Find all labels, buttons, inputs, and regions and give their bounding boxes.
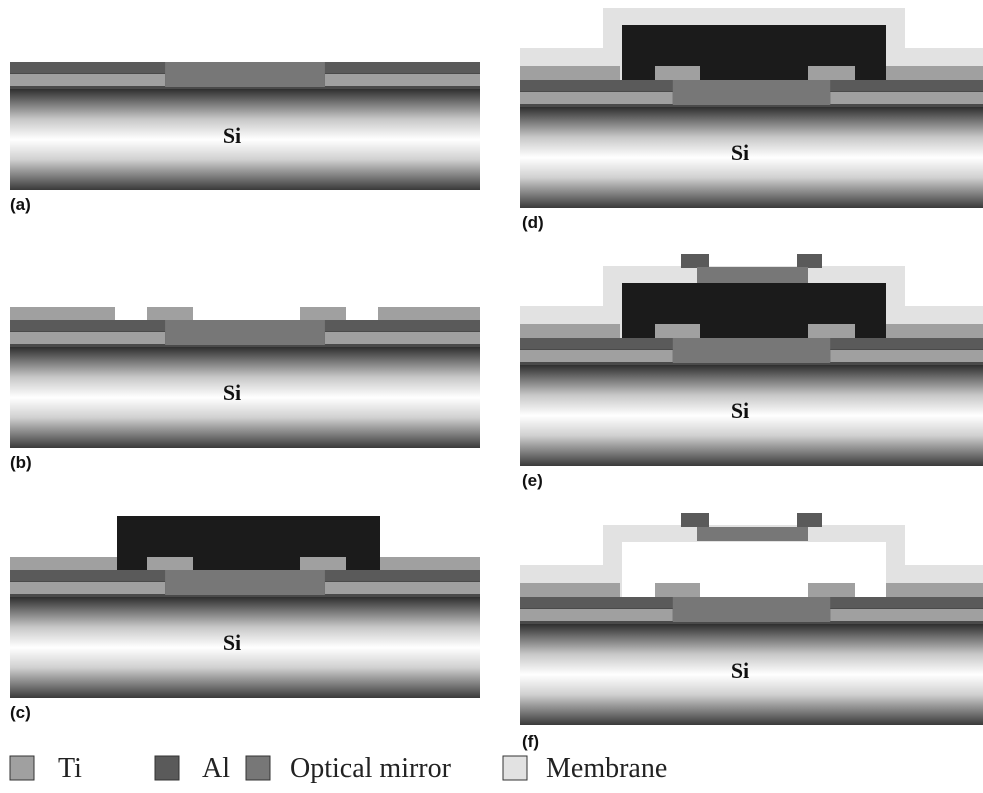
- legend-label: Al: [202, 753, 230, 784]
- panel-label: (d): [522, 213, 544, 232]
- ti-layer: [830, 92, 983, 104]
- ti-pad: [378, 307, 480, 320]
- panel-label: (f): [522, 732, 539, 751]
- panel-label: (c): [10, 703, 31, 722]
- ti-pad: [886, 583, 983, 597]
- ti-layer: [520, 609, 673, 621]
- top-mirror: [697, 527, 808, 541]
- mirror-layer: [673, 338, 830, 363]
- legend-swatch: [155, 756, 179, 780]
- ti-layer: [10, 74, 165, 86]
- ti-pad: [886, 66, 983, 80]
- ti-pad: [147, 307, 193, 320]
- mirror-layer: [673, 597, 830, 622]
- al-pad: [797, 513, 822, 527]
- mirror-layer: [673, 80, 830, 105]
- ti-pad: [300, 557, 346, 570]
- ti-pad: [655, 583, 700, 597]
- substrate: [520, 365, 983, 466]
- ti-pad: [380, 557, 480, 570]
- al-pad: [681, 513, 709, 527]
- ti-pad: [520, 66, 620, 80]
- substrate-label: Si: [731, 658, 749, 683]
- ti-layer: [325, 582, 480, 594]
- ti-layer: [325, 74, 480, 86]
- ti-pad: [655, 66, 700, 80]
- ti-pad: [10, 557, 117, 570]
- ti-pad: [10, 307, 115, 320]
- legend-label: Ti: [58, 753, 82, 784]
- legend-swatch: [246, 756, 270, 780]
- substrate-label: Si: [731, 398, 749, 423]
- legend-swatch: [10, 756, 34, 780]
- legend-label: Optical mirror: [290, 753, 452, 784]
- substrate-label: Si: [223, 123, 241, 148]
- al-pad: [681, 254, 709, 268]
- panel-label: (a): [10, 195, 31, 214]
- mirror-layer: [165, 320, 325, 345]
- ti-pad: [886, 324, 983, 338]
- legend-label: Membrane: [546, 753, 667, 784]
- al-pad: [797, 254, 822, 268]
- ti-pad: [300, 307, 346, 320]
- ti-pad: [520, 324, 620, 338]
- substrate-label: Si: [223, 630, 241, 655]
- substrate: [10, 347, 480, 448]
- ti-pad: [147, 557, 193, 570]
- ti-layer: [830, 350, 983, 362]
- substrate-label: Si: [731, 140, 749, 165]
- substrate-label: Si: [223, 380, 241, 405]
- ti-pad: [808, 324, 855, 338]
- legend-swatch: [503, 756, 527, 780]
- ti-pad: [808, 66, 855, 80]
- mirror-layer: [165, 62, 325, 87]
- substrate: [10, 89, 480, 190]
- panel-label: (e): [522, 471, 543, 490]
- ti-pad: [655, 324, 700, 338]
- ti-layer: [520, 92, 673, 104]
- mirror-layer: [165, 570, 325, 595]
- ti-layer: [325, 332, 480, 344]
- ti-layer: [830, 609, 983, 621]
- ti-pad: [520, 583, 620, 597]
- ti-layer: [10, 582, 165, 594]
- ti-layer: [520, 350, 673, 362]
- top-mirror: [697, 267, 808, 283]
- substrate: [10, 597, 480, 698]
- figure: Si (a) Si (b) Si (c) Si (d) Si (e) Si (f…: [0, 0, 983, 793]
- substrate: [520, 107, 983, 208]
- layers: [10, 8, 983, 725]
- substrate: [520, 624, 983, 725]
- ti-layer: [10, 332, 165, 344]
- ti-pad: [808, 583, 855, 597]
- panel-label: (b): [10, 453, 32, 472]
